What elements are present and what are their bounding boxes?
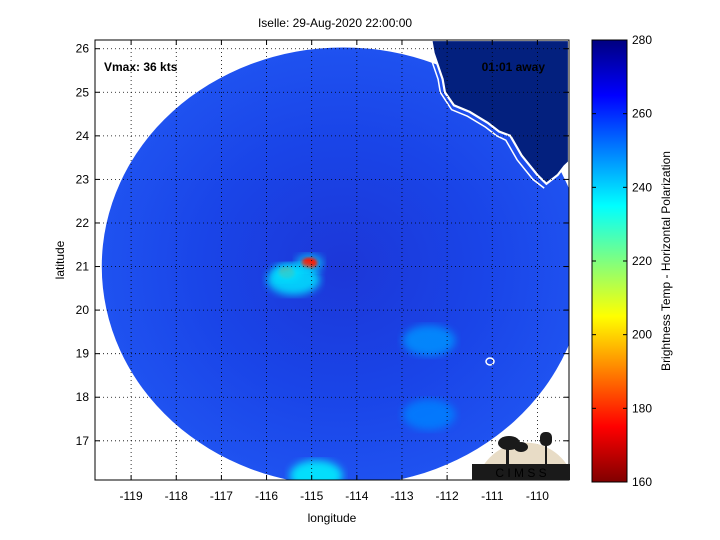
feature-blob [301,257,318,269]
feature-blob [402,399,456,431]
y-tick-label: 24 [76,129,90,143]
x-tick-label: -110 [526,489,549,503]
vmax-annotation: Vmax: 36 kts [104,60,178,74]
y-tick-label: 25 [76,85,90,99]
x-tick-label: -114 [345,489,368,503]
y-tick-label: 23 [76,172,90,186]
x-tick-label: -113 [390,489,413,503]
time-offset-annotation: 01:01 away [482,60,546,74]
axes-frame [94,39,570,481]
y-tick-label: 21 [76,260,90,274]
land-area [430,40,569,186]
plot-content [101,40,569,480]
y-tick-label: 17 [76,434,90,448]
colorbar-ticks: 160 180 200 220 240 260 280 [592,33,652,489]
x-axis-label: longitude [308,511,357,525]
x-tick-label: -119 [120,489,143,503]
y-tick-label: 26 [76,42,90,56]
y-axis: 17 18 19 20 21 22 23 24 25 26 [76,42,569,448]
x-axis: -119 -118 -117 -116 -115 -114 -113 -112 -111 -110 [120,40,549,503]
y-tick-label: 19 [76,347,90,361]
colorbar [591,39,628,483]
feature-blob [289,460,343,480]
x-tick-label: -112 [436,489,459,503]
x-tick-label: -116 [255,489,278,503]
y-tick-label: 22 [76,216,90,230]
feature-layer [267,254,456,480]
logo-text: C I M S S [495,466,546,480]
swath-disc [101,47,569,480]
x-tick-label: -115 [300,489,323,503]
colorbar-tick-label: 160 [632,475,652,489]
y-tick-label: 20 [76,303,90,317]
chart-title: Iselle: 29-Aug-2020 22:00:00 [258,16,412,30]
y-tick-label: 18 [76,390,90,404]
feature-blob [402,325,456,356]
colorbar-tick-label: 260 [632,107,652,121]
x-tick-label: -117 [210,489,233,503]
colorbar-tick-label: 220 [632,254,652,268]
cimss-logo: C I M S S [472,432,570,480]
colorbar-label: Brightness Temp - Horizontal Polarizatio… [659,151,673,371]
colorbar-tick-label: 280 [632,33,652,47]
y-axis-label: latitude [53,240,67,279]
feature-blob [267,264,321,296]
x-tick-label: -118 [165,489,188,503]
grid [95,40,569,480]
colorbar-tick-label: 200 [632,328,652,342]
coastline [426,40,545,189]
island-outline [485,357,495,366]
colorbar-tick-label: 180 [632,401,652,415]
colorbar-tick-label: 240 [632,180,652,194]
x-tick-label: -111 [481,489,504,503]
